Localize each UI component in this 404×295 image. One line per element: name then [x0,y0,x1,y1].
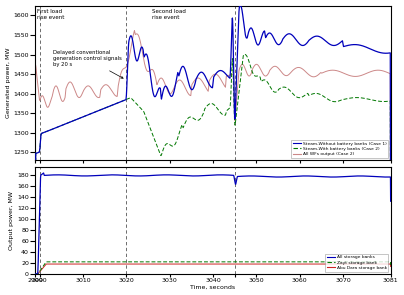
Y-axis label: Generated power, MW: Generated power, MW [6,48,11,118]
Text: Delayed conventional
generation control signals
by 20 s: Delayed conventional generation control … [53,50,123,78]
Legend: Steam-Without battery banks (Case 1), Steam-With battery banks (Case 2), All WFs: Steam-Without battery banks (Case 1), St… [291,140,388,158]
X-axis label: Time, seconds: Time, seconds [190,284,236,289]
Y-axis label: Output power, MW: Output power, MW [9,191,15,250]
Legend: All storage banks, Zayt storage bank, Abu Dara storage bank: All storage banks, Zayt storage bank, Ab… [325,254,388,272]
Text: Second load
rise event: Second load rise event [152,9,186,20]
Text: First load
rise event: First load rise event [36,9,64,20]
